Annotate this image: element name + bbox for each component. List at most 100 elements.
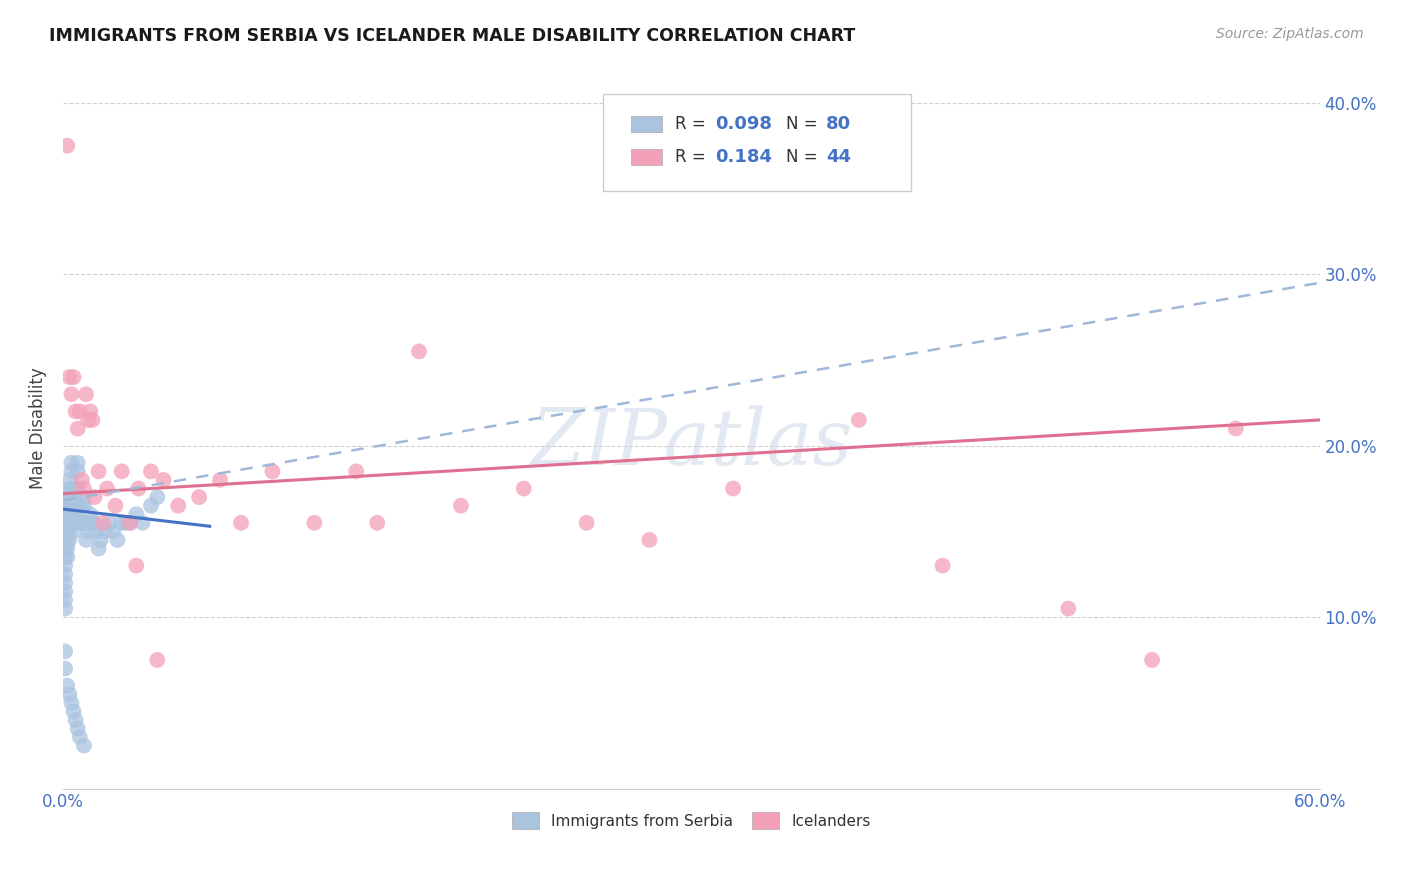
Point: [638, 533, 661, 547]
Point: [450, 499, 472, 513]
Point: [131, 516, 153, 530]
Point: [848, 413, 870, 427]
Point: [73, 739, 96, 753]
Point: [262, 464, 284, 478]
Point: [125, 507, 148, 521]
Point: [62, 524, 84, 539]
Point: [115, 516, 138, 530]
Point: [53, 516, 76, 530]
Point: [152, 473, 174, 487]
Point: [83, 490, 105, 504]
Point: [58, 533, 80, 547]
Point: [66, 464, 89, 478]
Point: [58, 507, 80, 521]
Point: [70, 516, 93, 530]
Point: [56, 524, 79, 539]
Point: [56, 550, 79, 565]
Point: [82, 516, 104, 530]
Point: [56, 679, 79, 693]
Text: Source: ZipAtlas.com: Source: ZipAtlas.com: [1216, 27, 1364, 41]
Point: [70, 499, 93, 513]
Point: [73, 516, 96, 530]
Text: 0.184: 0.184: [716, 148, 772, 166]
Point: [118, 516, 141, 530]
Point: [66, 421, 89, 435]
Point: [209, 473, 232, 487]
Point: [60, 499, 83, 513]
Point: [53, 567, 76, 582]
Point: [58, 499, 80, 513]
Point: [69, 730, 91, 744]
Point: [103, 524, 125, 539]
Point: [91, 516, 114, 530]
Point: [1140, 653, 1163, 667]
Point: [66, 456, 89, 470]
Point: [83, 516, 105, 530]
Point: [62, 705, 84, 719]
Point: [79, 507, 101, 521]
Point: [513, 482, 536, 496]
Point: [58, 516, 80, 530]
Point: [73, 482, 96, 496]
Point: [56, 499, 79, 513]
Point: [82, 413, 104, 427]
Bar: [631, 149, 662, 165]
Point: [721, 482, 744, 496]
Point: [56, 507, 79, 521]
Point: [107, 533, 129, 547]
Text: R =: R =: [675, 148, 716, 166]
Point: [146, 490, 169, 504]
Point: [53, 533, 76, 547]
Point: [146, 653, 169, 667]
Point: [58, 473, 80, 487]
Point: [65, 490, 87, 504]
Point: [53, 541, 76, 556]
Point: [53, 584, 76, 599]
Point: [139, 499, 162, 513]
Point: [56, 138, 79, 153]
Text: 44: 44: [825, 148, 851, 166]
Point: [66, 482, 89, 496]
Point: [75, 516, 97, 530]
Point: [56, 490, 79, 504]
Point: [58, 687, 80, 701]
Point: [73, 499, 96, 513]
Y-axis label: Male Disability: Male Disability: [30, 368, 46, 490]
Bar: [631, 116, 662, 132]
Text: 0.098: 0.098: [716, 115, 772, 133]
Point: [167, 499, 190, 513]
Point: [65, 482, 87, 496]
Point: [139, 464, 162, 478]
Point: [118, 516, 141, 530]
Point: [77, 524, 100, 539]
Text: N =: N =: [786, 148, 823, 166]
Point: [60, 387, 83, 401]
Point: [75, 533, 97, 547]
Point: [98, 516, 121, 530]
Point: [125, 558, 148, 573]
Point: [58, 482, 80, 496]
Point: [58, 490, 80, 504]
Point: [931, 558, 953, 573]
Point: [65, 713, 87, 727]
Point: [366, 516, 388, 530]
Point: [86, 524, 108, 539]
Legend: Immigrants from Serbia, Icelanders: Immigrants from Serbia, Icelanders: [506, 806, 877, 835]
Point: [73, 490, 96, 504]
Point: [104, 499, 127, 513]
Point: [229, 516, 252, 530]
Point: [70, 473, 93, 487]
Point: [53, 593, 76, 607]
Point: [60, 482, 83, 496]
Point: [65, 507, 87, 521]
Point: [94, 524, 117, 539]
Point: [62, 507, 84, 521]
Point: [53, 550, 76, 565]
Point: [53, 575, 76, 590]
Point: [53, 601, 76, 615]
Point: [69, 404, 91, 418]
Point: [66, 722, 89, 736]
Point: [58, 524, 80, 539]
Point: [60, 696, 83, 710]
Point: [58, 370, 80, 384]
